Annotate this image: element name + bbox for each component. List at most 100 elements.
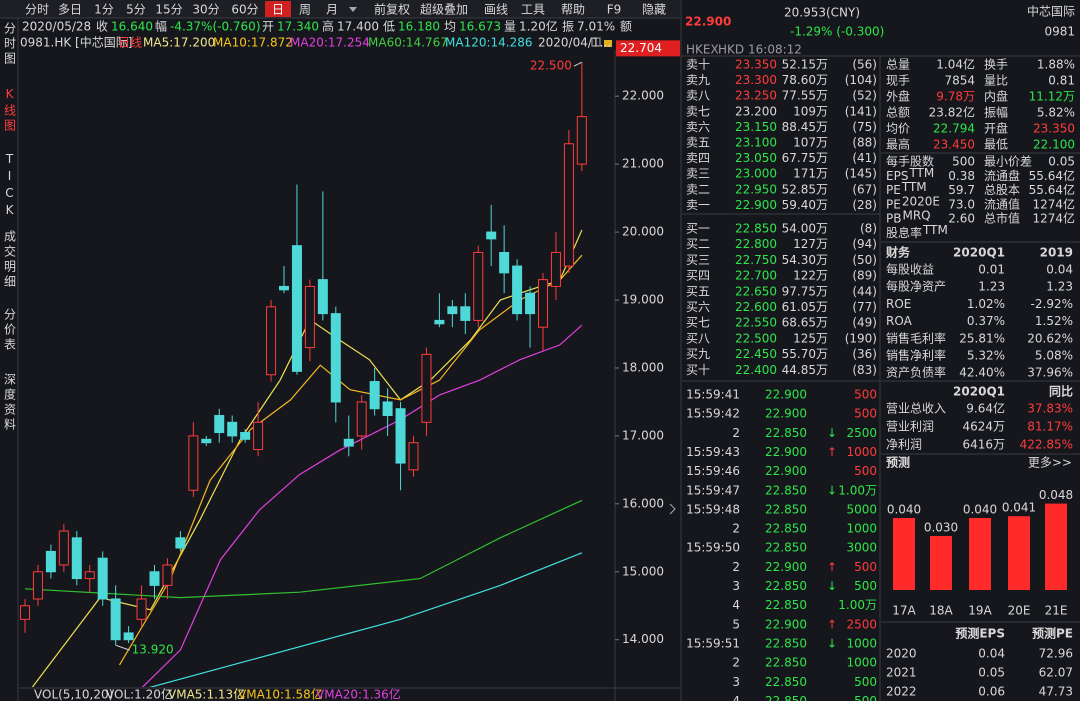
settings-icon[interactable] <box>591 37 601 47</box>
trade-volume: 500 <box>854 407 877 421</box>
finance-value: 1.52% <box>1035 314 1073 328</box>
growth-value: 6416万 <box>962 438 1005 452</box>
book-volume: 44.85万 <box>782 363 828 377</box>
book-label: 买三 <box>686 253 710 267</box>
candle-body <box>330 313 341 403</box>
stat-label: 股息率 <box>886 225 922 240</box>
trade-volume: 2500 <box>846 426 877 440</box>
toolbar-tool[interactable]: 前复权 <box>374 2 410 17</box>
quote-value: 7.01% <box>577 20 615 34</box>
currency: HKD <box>718 43 744 57</box>
stat-label: 内盘 <box>984 89 1008 104</box>
toolbar-tool[interactable]: 帮助 <box>561 3 585 17</box>
quote-label: 振 <box>562 20 574 34</box>
dropdown-icon[interactable] <box>349 7 357 12</box>
sidebar-tab[interactable]: 分价表 <box>3 308 17 353</box>
stat-value: 23.450 <box>933 138 975 152</box>
book-label: 卖十 <box>686 58 710 72</box>
toolbar-tool[interactable]: 隐藏 <box>642 3 666 17</box>
trade-volume: 1.00万 <box>838 598 877 612</box>
bar <box>1045 503 1067 590</box>
x-tick-label: 21E <box>1045 604 1068 618</box>
toolbar-tab[interactable]: 15分 <box>155 3 182 17</box>
more-link[interactable]: 更多>> <box>1028 456 1072 470</box>
collapse-icon[interactable] <box>669 503 676 515</box>
book-label: 卖九 <box>686 73 710 87</box>
trade-price: 22.900 <box>765 464 807 478</box>
toolbar-tab[interactable]: 5分 <box>126 3 146 17</box>
book-volume: 127万 <box>793 237 828 251</box>
sidebar-tab[interactable]: 深度资料 <box>3 373 17 433</box>
finance-label: 每股净资产 <box>886 279 946 294</box>
book-count: (44) <box>852 284 877 298</box>
toolbar-tab[interactable]: 30分 <box>192 3 219 17</box>
trade-price: 22.850 <box>765 502 807 516</box>
toolbar-tool[interactable]: 超级叠加 <box>420 2 468 17</box>
trade-price: 22.900 <box>765 617 807 631</box>
trade-volume: 500 <box>854 388 877 402</box>
last-price: 22.900 <box>685 15 731 29</box>
candle-body <box>201 438 212 444</box>
growth-label: 净利润 <box>886 438 922 452</box>
toolbar-tab[interactable]: 周 <box>299 3 311 17</box>
pe-value: 47.73 <box>1039 685 1073 699</box>
bar-label: 0.040 <box>963 503 997 517</box>
toolbar-tab[interactable]: 日 <box>272 3 284 17</box>
stat-label: 总股本 <box>984 183 1020 197</box>
ma-legend: MA5:17.200 <box>143 36 215 50</box>
pe-value: 72.96 <box>1039 647 1073 661</box>
toolbar-tab[interactable]: 多日 <box>58 3 82 17</box>
book-price: 22.800 <box>735 237 777 251</box>
finance-value: 37.96% <box>1027 366 1073 380</box>
candle-body <box>97 557 108 600</box>
book-volume: 125万 <box>793 331 828 345</box>
toolbar-tab[interactable]: 分时 <box>25 3 49 17</box>
toolbar-tool[interactable]: 画线 <box>484 3 508 17</box>
quote-label: 收 <box>96 20 108 34</box>
eps-year: 2021 <box>886 666 917 680</box>
trade-price: 22.850 <box>765 656 807 670</box>
candle-body <box>563 143 574 267</box>
book-count: (83) <box>852 363 877 377</box>
volume-legend: VOL:1.20亿 <box>106 687 173 701</box>
stat-value: 1.04亿 <box>936 57 975 72</box>
trade-time: 5 <box>732 617 740 631</box>
candle-body <box>291 245 302 372</box>
quote-label: 量 <box>504 20 516 34</box>
trade-time: 15:59:41 <box>686 388 740 402</box>
book-label: 卖一 <box>686 198 710 212</box>
sidebar-tab[interactable]: 成交明细 <box>3 230 17 290</box>
toolbar-tab[interactable]: 1分 <box>94 3 114 17</box>
book-volume: 52.15万 <box>782 58 828 72</box>
toolbar-tab[interactable]: 月 <box>326 3 338 17</box>
sidebar-tab[interactable]: TICK <box>3 152 17 220</box>
eps-value: 0.06 <box>978 685 1005 699</box>
book-price: 22.700 <box>735 269 777 283</box>
toolbar-tab[interactable]: 60分 <box>231 3 258 17</box>
stat-label: 最小价差 <box>984 155 1032 169</box>
book-count: (141) <box>845 104 877 118</box>
y-tick-label: 21.000 <box>622 157 664 171</box>
trade-price: 22.850 <box>765 522 807 536</box>
bar-label: 0.040 <box>887 503 921 517</box>
annotation-arrow <box>115 644 130 651</box>
toolbar-tool[interactable]: 工具 <box>521 3 545 17</box>
book-label: 卖五 <box>686 136 710 150</box>
stat-label: 流通盘 <box>984 168 1020 183</box>
book-label: 卖二 <box>686 182 710 196</box>
annotation-label: 22.500 <box>530 59 572 73</box>
toolbar-tool[interactable]: F9 <box>607 3 622 17</box>
sidebar-tab[interactable]: 分时图 <box>3 22 17 67</box>
book-count: (41) <box>852 151 877 165</box>
trade-time: 15:59:46 <box>686 464 740 478</box>
book-label: 买七 <box>686 316 710 330</box>
book-count: (56) <box>852 58 877 72</box>
finance-label: ROE <box>886 297 911 311</box>
stat-sup: MRQ <box>902 209 930 223</box>
trade-arrow: ↓ <box>827 636 837 650</box>
quote-label: 额 <box>620 20 632 34</box>
eps-col: 预测EPS <box>955 626 1005 641</box>
book-price: 22.600 <box>735 300 777 314</box>
sidebar-tab[interactable]: K线图 <box>3 87 17 134</box>
last-price-box <box>616 40 680 57</box>
